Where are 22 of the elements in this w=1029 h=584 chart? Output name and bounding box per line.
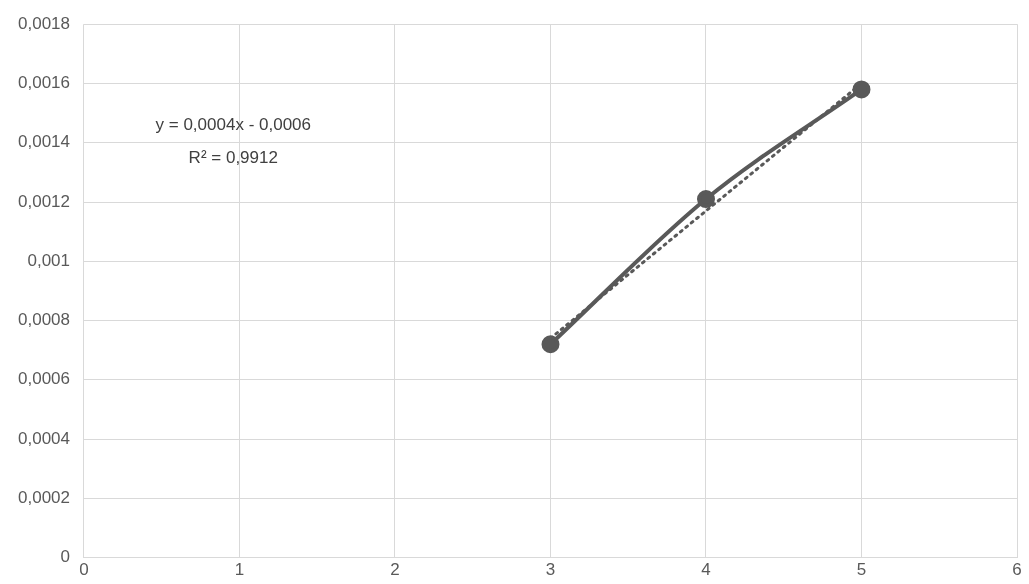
- x-tick-label: 3: [545, 560, 556, 580]
- x-tick-label: 4: [701, 560, 711, 580]
- y-tick-label: 0,0002: [18, 488, 70, 508]
- y-tick-label: 0,0016: [18, 73, 70, 93]
- annotation: y = 0,0004x - 0,0006: [155, 115, 312, 135]
- y-tick-label: 0,0006: [18, 369, 70, 389]
- x-tick-label: 1: [234, 560, 245, 580]
- x-tick-label: 6: [1012, 560, 1022, 580]
- y-tick-label: 0,0012: [18, 191, 70, 211]
- annotation: R² = 0,9912: [188, 148, 278, 168]
- y-tick-label: 0,0014: [18, 132, 70, 152]
- y-tick-label: 0,0018: [18, 13, 70, 33]
- point: [852, 80, 871, 99]
- y-tick-label: 0,001: [27, 250, 70, 270]
- x-tick-label: 5: [856, 560, 867, 580]
- y-tick-label: 0,0008: [18, 310, 70, 330]
- x-tick-label: 2: [390, 560, 400, 580]
- y-tick-label: 0: [60, 547, 70, 567]
- point: [541, 335, 560, 354]
- point: [697, 190, 715, 209]
- x-tick-label: 0: [79, 560, 89, 580]
- y-tick-label: 0,0004: [18, 428, 70, 448]
